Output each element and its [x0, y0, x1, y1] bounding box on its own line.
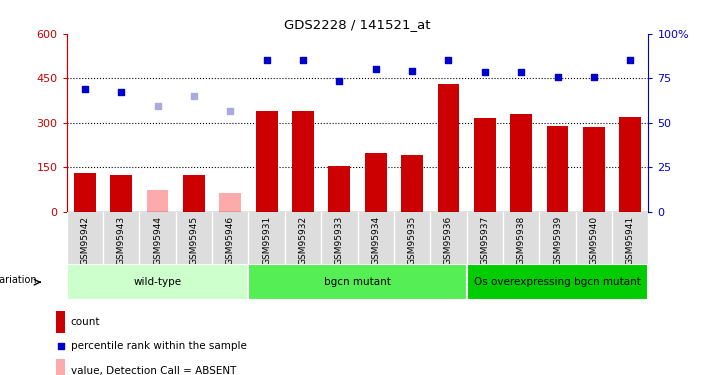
Point [407, 68, 418, 74]
Point [443, 57, 454, 63]
Bar [248, 264, 467, 300]
Text: percentile rank within the sample: percentile rank within the sample [71, 341, 247, 351]
Bar [328, 166, 350, 212]
Bar [583, 127, 605, 212]
Bar [365, 153, 387, 212]
Text: GSM95938: GSM95938 [517, 216, 526, 266]
Text: GSM95942: GSM95942 [81, 216, 89, 265]
Text: GSM95944: GSM95944 [153, 216, 162, 265]
Bar [147, 190, 168, 212]
Text: GSM95936: GSM95936 [444, 216, 453, 266]
Bar [256, 111, 278, 212]
Bar [547, 126, 569, 212]
Point [334, 78, 345, 84]
Point [588, 74, 599, 80]
Point [261, 57, 272, 63]
Text: GSM95940: GSM95940 [590, 216, 599, 265]
Text: GSM95943: GSM95943 [116, 216, 125, 265]
Point [116, 88, 127, 94]
Bar [56, 311, 64, 333]
Bar [620, 117, 641, 212]
Bar [510, 114, 532, 212]
Bar [292, 111, 314, 212]
Bar [183, 175, 205, 212]
Bar [219, 193, 241, 212]
Text: wild-type: wild-type [133, 277, 182, 287]
Text: bgcn mutant: bgcn mutant [324, 277, 391, 287]
Text: Os overexpressing bgcn mutant: Os overexpressing bgcn mutant [474, 277, 641, 287]
Point [370, 66, 381, 72]
Text: GSM95939: GSM95939 [553, 216, 562, 266]
Bar [56, 359, 64, 375]
Text: GSM95941: GSM95941 [626, 216, 634, 265]
Text: GSM95935: GSM95935 [407, 216, 416, 266]
Text: GSM95946: GSM95946 [226, 216, 235, 265]
Point [297, 57, 308, 63]
Bar [467, 264, 648, 300]
Bar [110, 175, 132, 212]
Text: GSM95945: GSM95945 [189, 216, 198, 265]
Bar [474, 118, 496, 212]
Point [552, 74, 563, 80]
Point [152, 104, 163, 110]
Point [224, 108, 236, 114]
Point [55, 343, 66, 349]
Bar [401, 156, 423, 212]
Title: GDS2228 / 141521_at: GDS2228 / 141521_at [285, 18, 430, 31]
Text: GSM95934: GSM95934 [372, 216, 380, 265]
Point [515, 69, 526, 75]
Text: GSM95932: GSM95932 [299, 216, 308, 265]
Bar [67, 264, 248, 300]
Text: GSM95931: GSM95931 [262, 216, 271, 266]
Bar [74, 173, 95, 212]
Text: GSM95937: GSM95937 [480, 216, 489, 266]
Text: count: count [71, 317, 100, 327]
Point [625, 57, 636, 63]
Point [79, 86, 90, 92]
Text: GSM95933: GSM95933 [335, 216, 343, 266]
Bar [437, 84, 459, 212]
Point [189, 93, 200, 99]
Text: genotype/variation: genotype/variation [0, 275, 36, 285]
Point [479, 69, 491, 75]
Text: value, Detection Call = ABSENT: value, Detection Call = ABSENT [71, 366, 236, 375]
